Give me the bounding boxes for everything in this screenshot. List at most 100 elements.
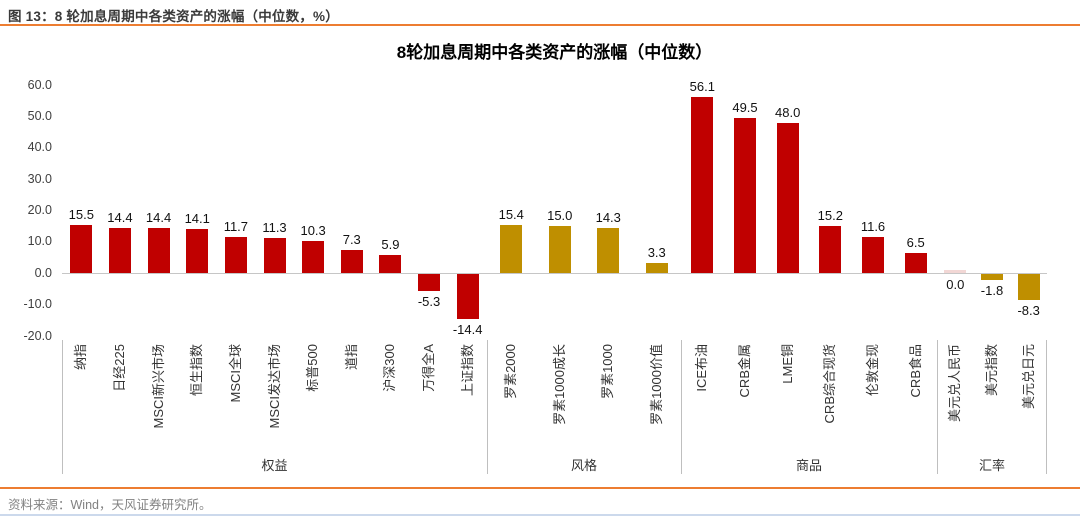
bar-恒生指数 xyxy=(186,229,209,274)
value-label: 0.0 xyxy=(946,277,965,293)
bar-日经225 xyxy=(108,228,131,274)
zero-axis-line xyxy=(62,273,1047,275)
value-label: -14.4 xyxy=(452,322,483,338)
category-divider-line xyxy=(937,340,938,474)
bar-上证指数 xyxy=(456,274,479,320)
page-bottom-rule xyxy=(0,514,1080,516)
bar-MSCI全球 xyxy=(224,236,247,274)
y-tick-label: 20.0 xyxy=(27,203,52,217)
value-label: 10.3 xyxy=(300,222,326,238)
x-tick-label: 恒生指数 xyxy=(189,344,205,397)
value-label: 15.5 xyxy=(68,206,94,222)
category-group-label: 商品 xyxy=(795,458,822,473)
bar-ICE布油 xyxy=(691,97,714,274)
category-group-label: 风格 xyxy=(570,458,597,473)
value-label: -1.8 xyxy=(980,282,1004,298)
bar-美元兑人民币 xyxy=(944,270,967,274)
value-label: 14.1 xyxy=(184,211,210,226)
value-label: 14.4 xyxy=(107,210,133,226)
x-tick-label: CRB食品 xyxy=(907,344,923,398)
x-tick-label: MSCI全球 xyxy=(227,344,243,403)
y-tick-label: 60.0 xyxy=(27,77,52,92)
y-tick-label: 0.0 xyxy=(34,265,52,280)
value-label: 3.3 xyxy=(647,244,666,260)
bar-纳指 xyxy=(70,224,93,274)
x-tick-label: 万得全A xyxy=(421,344,437,392)
header-divider-line xyxy=(0,24,1080,26)
x-axis-label-area: 纳指 日经225 MSCI新兴市场 恒生指数 MSCI全球 MSCI发达市场 标普500 道指… xyxy=(62,336,1047,478)
category-group-label: 汇率 xyxy=(978,458,1005,473)
bar-CRB综合现货 xyxy=(819,225,842,274)
category-divider-line xyxy=(1046,340,1047,474)
x-tick-label: CRB金属 xyxy=(737,344,752,398)
value-label: 11.6 xyxy=(860,218,886,234)
chart-title: 8轮加息周期中各类资产的涨幅（中位数） xyxy=(396,43,713,62)
bar-MSCI新兴市场 xyxy=(147,228,170,274)
x-tick-label: 罗素2000 xyxy=(503,344,519,399)
y-tick-label: 50.0 xyxy=(27,108,52,123)
value-label: -5.3 xyxy=(417,293,441,309)
x-tick-label: 美元兑日元 xyxy=(1020,344,1036,410)
bar-chart-plot-area: 15.5 14.4 14.4 14.1 11.7 11.3 10.3 7.3 5.9 -5.3 -1… xyxy=(62,79,1047,338)
x-tick-label: CRB综合现货 xyxy=(822,344,838,424)
bar-LME铜 xyxy=(776,122,799,274)
category-divider-line xyxy=(681,340,682,474)
x-tick-label: 罗素1000价值 xyxy=(648,344,664,425)
y-axis: 60.0 50.0 40.0 30.0 20.0 10.0 0.0 -10.0 -20.0 xyxy=(0,78,58,343)
bar-罗素1000 xyxy=(597,228,620,274)
x-tick-label: 标普500 xyxy=(305,344,321,392)
x-tick-label: 罗素1000 xyxy=(600,344,616,399)
bar-美元兑日元 xyxy=(1017,274,1040,301)
bar-CRB金属 xyxy=(734,117,756,274)
x-tick-label: 伦敦金现 xyxy=(865,344,880,397)
bar-罗素2000 xyxy=(500,224,523,274)
category-divider-line xyxy=(487,340,488,474)
bar-MSCI发达市场 xyxy=(263,237,286,274)
category-group-label: 权益 xyxy=(261,458,288,473)
value-label: 56.1 xyxy=(689,79,715,95)
bar-万得全A xyxy=(418,274,441,291)
x-tick-label: 日经225 xyxy=(111,344,127,392)
value-label: 11.3 xyxy=(262,219,287,235)
y-tick-label: 30.0 xyxy=(27,171,52,186)
bar-CRB食品 xyxy=(904,252,927,274)
y-tick-label: 40.0 xyxy=(27,140,52,155)
y-tick-label: -10.0 xyxy=(23,297,53,312)
value-label: 15.2 xyxy=(817,207,843,223)
bar-美元指数 xyxy=(981,274,1003,280)
x-tick-label: 美元指数 xyxy=(984,344,999,397)
category-divider-line xyxy=(62,340,63,474)
y-tick-label: -20.0 xyxy=(23,328,53,343)
footer-divider-line xyxy=(0,487,1080,489)
value-label: 15.4 xyxy=(498,206,524,222)
bar-沪深300 xyxy=(379,254,402,274)
x-tick-label: 纳指 xyxy=(73,344,89,371)
value-label: 14.3 xyxy=(595,210,621,226)
figure-caption: 图 13：8 轮加息周期中各类资产的涨幅（中位数，%） xyxy=(8,9,339,24)
x-tick-label: LME铜 xyxy=(779,344,795,384)
data-source-note: 资料来源：Wind，天风证券研究所。 xyxy=(8,498,212,512)
x-tick-label: 美元兑人民币 xyxy=(947,344,963,423)
bar-标普500 xyxy=(302,240,325,274)
bar-伦敦金现 xyxy=(862,236,884,274)
x-tick-label: MSCI新兴市场 xyxy=(150,344,166,429)
value-label: 5.9 xyxy=(381,236,400,252)
value-label: 14.4 xyxy=(145,210,172,226)
value-label: 48.0 xyxy=(775,104,801,120)
bar-罗素1000价值 xyxy=(645,262,668,274)
x-tick-label: 道指 xyxy=(343,344,359,371)
x-tick-label: ICE布油 xyxy=(694,344,710,392)
x-tick-label: 罗素1000成长 xyxy=(551,344,567,425)
value-label: -8.3 xyxy=(1017,303,1040,319)
y-tick-label: 10.0 xyxy=(27,234,52,249)
x-tick-label: 上证指数 xyxy=(459,344,475,397)
x-tick-label: MSCI发达市场 xyxy=(266,344,282,429)
x-tick-label: 沪深300 xyxy=(382,344,398,392)
value-label: 7.3 xyxy=(342,232,361,248)
value-label: 15.0 xyxy=(547,208,573,224)
value-label: 49.5 xyxy=(732,99,758,115)
value-label: 11.7 xyxy=(223,218,249,234)
bar-罗素1000成长 xyxy=(548,226,571,274)
bar-道指 xyxy=(340,250,363,274)
